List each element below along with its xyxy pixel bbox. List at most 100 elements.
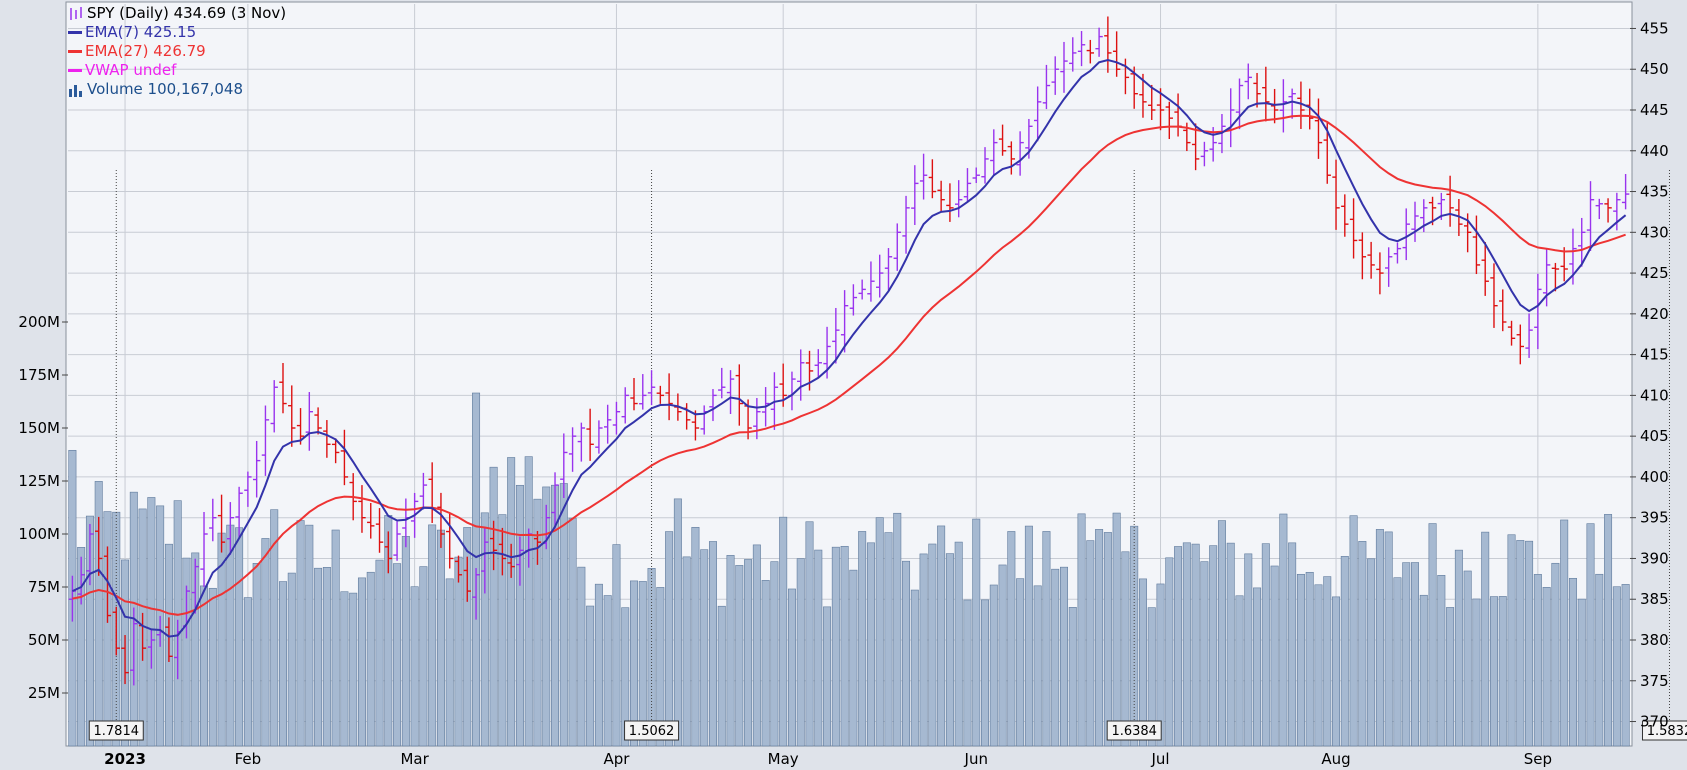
ohlc-bar — [1253, 72, 1261, 108]
volume-bar — [1086, 540, 1095, 747]
date-tick-label: Jun — [964, 750, 988, 768]
ohlc-bar — [1534, 273, 1542, 350]
ohlc-bar — [375, 508, 384, 553]
ohlc-bar — [858, 279, 866, 300]
volume-icon — [69, 84, 82, 97]
ohlc-bar — [1341, 194, 1349, 237]
volume-bar — [1182, 542, 1191, 747]
volume-bar — [357, 577, 366, 747]
ohlc-bar — [296, 408, 305, 445]
volume-bar — [840, 545, 849, 747]
volume-bar — [586, 605, 595, 747]
ohlc-bars — [68, 16, 1630, 686]
price-tick-label: 430 — [1640, 223, 1669, 241]
volume-bar — [428, 524, 437, 747]
volume-bar — [489, 466, 498, 747]
volume-bar — [1551, 562, 1560, 747]
ema7-swatch — [68, 31, 82, 34]
ohlc-bar — [1595, 198, 1603, 220]
ohlc-bar — [331, 438, 340, 464]
ohlc-bar — [603, 404, 612, 444]
legend-ema7-row[interactable]: EMA(7) 425.15 — [68, 23, 286, 42]
ohlc-bar — [718, 367, 726, 399]
ohlc-bar — [1411, 201, 1419, 242]
volume-bar — [1384, 531, 1393, 747]
ohlc-bar — [209, 498, 217, 542]
volume-bar — [1095, 529, 1104, 747]
ohlc-bar — [1402, 208, 1410, 261]
ohlc-bar — [1525, 313, 1533, 358]
volume-bar — [1375, 529, 1384, 747]
volume-bar — [375, 559, 384, 747]
volume-bar — [1235, 595, 1244, 747]
volume-bar — [463, 527, 472, 747]
ohlc-bar — [1112, 31, 1121, 77]
ohlc-bar — [1051, 56, 1059, 95]
volume-bar — [366, 571, 375, 747]
volume-bar — [1130, 525, 1139, 747]
volume-bar — [875, 517, 884, 747]
ohlc-bar — [911, 165, 919, 225]
volume-bar — [542, 486, 551, 747]
ohlc-bar — [1016, 131, 1024, 176]
volume-bar — [1279, 513, 1288, 747]
volume-bar — [1051, 568, 1060, 747]
ohlc-bar — [1069, 37, 1077, 72]
volume-bar — [305, 524, 314, 747]
ohlc-bar — [463, 556, 471, 602]
legend-volume: Volume 100,167,048 — [87, 80, 243, 98]
volume-bar — [1568, 577, 1577, 747]
ohlc-bar — [226, 502, 235, 555]
legend-volume-row[interactable]: Volume 100,167,048 — [68, 80, 286, 99]
volume-bar — [261, 538, 270, 747]
volume-bar — [691, 526, 700, 747]
date-tick-label: May — [768, 750, 799, 768]
marker-box[interactable] — [88, 720, 144, 741]
ohlc-bar — [937, 180, 945, 213]
price-tick-label: 395 — [1640, 509, 1669, 527]
marker-box[interactable] — [624, 720, 680, 741]
volume-bar — [77, 547, 86, 747]
ohlc-bar — [1507, 320, 1516, 346]
ohlc-bar — [1472, 215, 1481, 275]
legend-ema27: EMA(27) 426.79 — [85, 42, 206, 60]
volume-bar — [779, 516, 788, 747]
volume-bar — [515, 484, 524, 747]
marker-box[interactable] — [1106, 720, 1162, 741]
ohlc-bar — [893, 223, 901, 271]
ohlc-bar — [1499, 289, 1507, 332]
ohlc-bar — [1455, 198, 1463, 237]
volume-bar — [919, 553, 928, 747]
legend-vwap-row[interactable]: VWAP undef — [68, 61, 286, 80]
ohlc-bar — [516, 536, 524, 586]
price-tick-label: 425 — [1640, 264, 1669, 282]
volume-bar — [410, 586, 419, 747]
ohlc-bar — [568, 427, 577, 472]
ohlc-bar — [1314, 98, 1323, 159]
ohlc-bar — [1490, 263, 1498, 328]
volume-bar — [480, 512, 489, 747]
ohlc-bar — [560, 433, 568, 499]
volume-bar — [849, 569, 858, 747]
volume-bar — [1560, 519, 1569, 747]
volume-bar — [445, 578, 454, 747]
volume-bar — [1016, 578, 1025, 747]
price-tick-label: 435 — [1640, 183, 1669, 201]
volume-bar — [94, 481, 103, 747]
volume-bar — [1156, 583, 1165, 747]
ohlc-bar — [252, 440, 261, 498]
volume-bar — [1577, 598, 1586, 747]
ohlc-icon — [70, 6, 82, 20]
volume-bar — [1138, 578, 1147, 747]
ohlc-bar — [507, 543, 515, 578]
marker-label: 1.6384 — [1111, 724, 1157, 739]
ohlc-bar — [112, 606, 120, 656]
ohlc-bar — [1446, 175, 1454, 227]
ohlc-bar — [998, 124, 1007, 156]
ohlc-bar — [147, 629, 156, 669]
volume-bars — [68, 392, 1630, 747]
legend-ema27-row[interactable]: EMA(27) 426.79 — [68, 42, 286, 61]
ohlc-bar — [639, 374, 647, 410]
volume-bar — [665, 531, 674, 747]
marker-box[interactable] — [1641, 720, 1687, 741]
